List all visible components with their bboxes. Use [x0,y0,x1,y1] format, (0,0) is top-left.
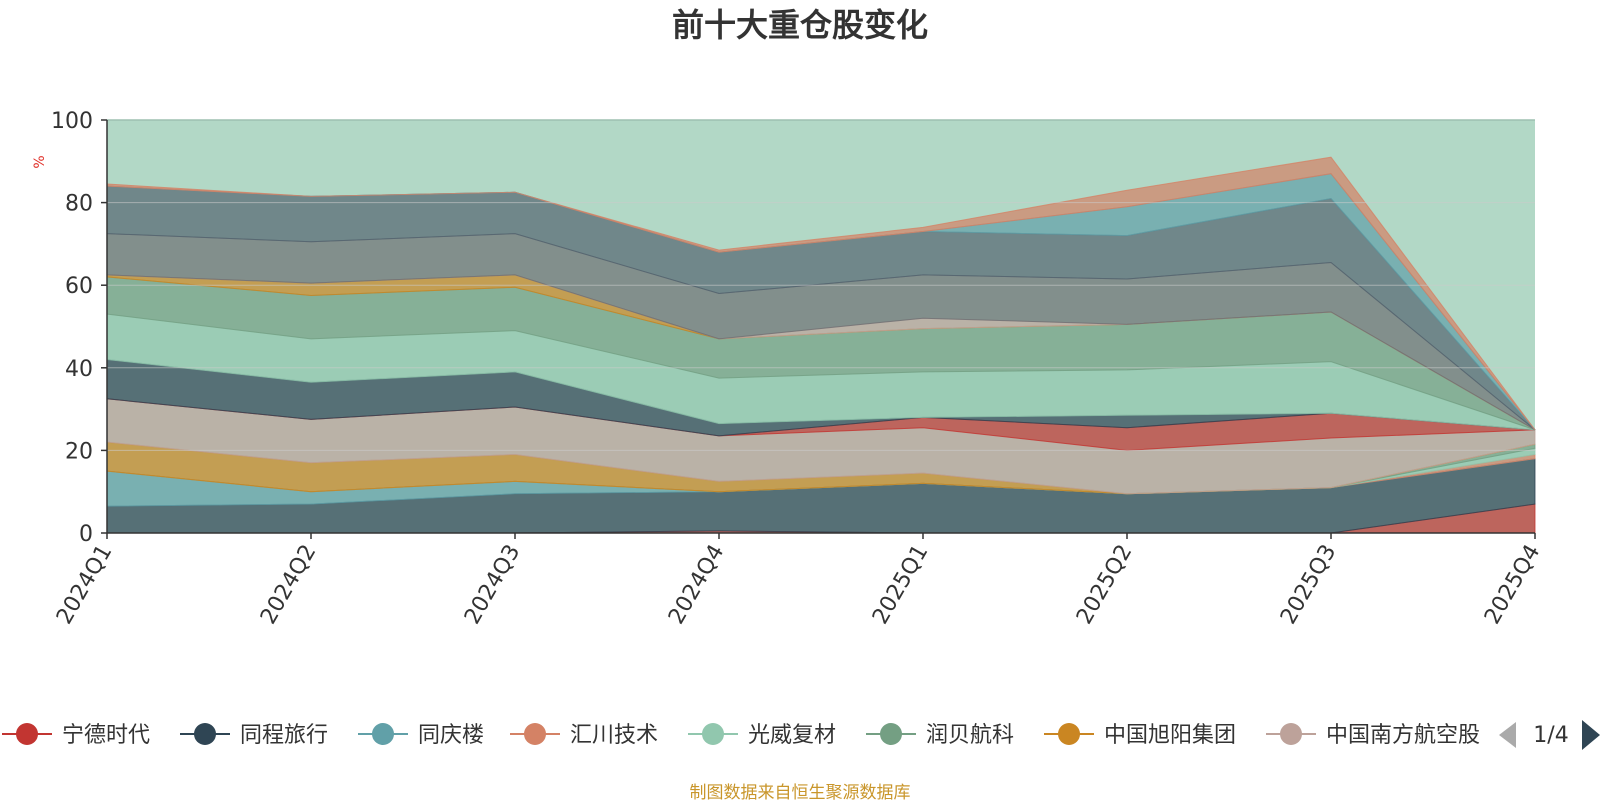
x-tick-label-5: 2025Q2 [1072,541,1137,629]
legend-item-6[interactable]: 中国旭阳集团 [1044,723,1236,748]
grid-lines [107,119,1535,451]
legend-next-page-icon[interactable] [1582,720,1600,750]
x-tick-label-6: 2025Q3 [1276,541,1341,629]
legend-label: 中国南方航空股 [1326,723,1480,748]
legend-label: 润贝航科 [926,723,1014,748]
area-series-17 [106,156,1536,431]
legend-circle-icon [702,723,724,745]
legend-item-7[interactable]: 中国南方航空股 [1266,723,1480,748]
data-source-footer: 制图数据来自恒生聚源数据库 [689,783,911,803]
legend-prev-page-icon[interactable] [1499,722,1516,748]
legend-circle-icon [880,723,902,745]
legend-circle-icon [1058,723,1080,745]
y-tick-label-1: 20 [65,439,93,464]
legend-pager: 1/4 [1499,720,1600,750]
y-tick-label-0: 0 [79,522,93,547]
x-tick-label-7: 2025Q4 [1480,541,1545,629]
legend-circle-icon [372,723,394,745]
x-tick-label-3: 2024Q4 [664,541,729,629]
y-tick-label-3: 60 [65,274,93,299]
y-tick-label-4: 80 [65,192,93,217]
legend-item-4[interactable]: 光威复材 [688,723,836,748]
legend-circle-icon [524,723,546,745]
legend-circle-icon [16,723,38,745]
y-tick-label-5: 100 [51,109,93,134]
legend-page-indicator: 1/4 [1533,723,1568,748]
legend-label: 同庆楼 [418,723,484,748]
legend-item-0[interactable]: 宁德时代 [2,723,150,748]
y-axis-unit-label: % [32,155,48,168]
area-series-group [106,156,1536,534]
x-tick-label-2: 2024Q3 [460,541,525,629]
x-tick-label-0: 2024Q1 [52,541,117,629]
legend-circle-icon [194,723,216,745]
legend-label: 宁德时代 [62,723,150,748]
chart-title: 前十大重仓股变化 [672,6,928,44]
x-tick-label-1: 2024Q2 [256,541,321,629]
x-tick-label-4: 2025Q1 [868,541,933,629]
legend-label: 中国旭阳集团 [1104,723,1236,748]
y-tick-label-2: 40 [65,357,93,382]
legend-circle-icon [1280,723,1302,745]
legend-label: 汇川技术 [570,723,658,748]
legend: 宁德时代 同程旅行 同庆楼 汇川技术 光威复材 润贝航科 中国旭阳集团 中国南方航空股 1/4 [2,720,1600,750]
legend-item-5[interactable]: 润贝航科 [866,723,1014,748]
legend-label: 光威复材 [748,723,836,748]
legend-item-2[interactable]: 同庆楼 [358,723,484,748]
legend-item-3[interactable]: 汇川技术 [510,723,658,748]
legend-item-1[interactable]: 同程旅行 [180,723,328,748]
legend-label: 同程旅行 [240,723,328,748]
